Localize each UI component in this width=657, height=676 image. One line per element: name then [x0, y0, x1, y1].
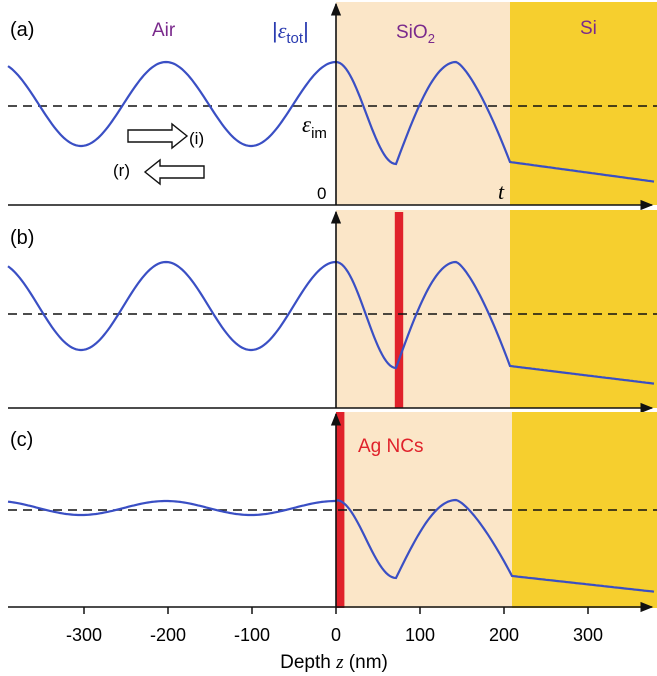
field-curve [7, 60, 655, 183]
panel-c: (c) Ag NCs [7, 412, 657, 613]
si-region [510, 210, 657, 408]
panel-tag: (b) [10, 227, 34, 249]
panel-b: (b) [7, 210, 657, 414]
panel-tag: (a) [10, 19, 34, 41]
panel-tag: (c) [10, 429, 33, 451]
incident-arrow-icon [127, 122, 189, 150]
x-axis-ticks: -300 -200 -100 0 100 200 300 [66, 607, 603, 645]
x-axis-title-prefix: Depth [280, 652, 336, 673]
eps-im-sub: im [311, 125, 327, 142]
origin-label: 0 [317, 184, 326, 203]
sio2-region [336, 2, 510, 205]
eps-im-symbol: ε [302, 112, 312, 137]
eps-tot-label: |εtot| [272, 18, 309, 47]
reflected-arrow-icon [143, 158, 205, 186]
incident-label: (i) [189, 129, 204, 148]
eps-tot-bar-left: | [272, 18, 278, 43]
ag-nanocrystal-layer [394, 212, 404, 408]
ag-nc-label: Ag NCs [358, 436, 423, 457]
field-curve [7, 498, 655, 593]
x-axis-title-suffix: (nm) [344, 652, 388, 673]
reflected-label: (r) [113, 161, 130, 180]
x-axis-title-var: z [335, 652, 344, 673]
sio2-region [336, 210, 510, 408]
sio2-main: SiO [396, 22, 428, 43]
eps-tot-bar-right: | [303, 18, 309, 43]
x-tick-label: 200 [489, 625, 519, 645]
thickness-label: t [498, 179, 505, 204]
eps-tot-sub: tot [286, 30, 304, 47]
panel-a: (a) Air |εtot| SiO2 Si εim 0 t (i) (r) [7, 2, 657, 211]
x-tick-label: -100 [234, 625, 270, 645]
x-tick-label: 100 [405, 625, 435, 645]
eps-im-label: εim [302, 112, 327, 142]
field-curve [7, 260, 655, 385]
air-label: Air [152, 20, 176, 41]
sio2-sub: 2 [428, 31, 435, 46]
x-axis-title: Depth z (nm) [280, 652, 388, 673]
sio2-label: SiO2 [396, 22, 435, 46]
sio2-region [336, 412, 512, 608]
x-tick-label: -200 [150, 625, 186, 645]
x-tick-label: 300 [573, 625, 603, 645]
x-tick-label: -300 [66, 625, 102, 645]
x-tick-label: 0 [331, 625, 341, 645]
si-label: Si [580, 18, 597, 39]
eps-tot-symbol: ε [278, 18, 287, 43]
